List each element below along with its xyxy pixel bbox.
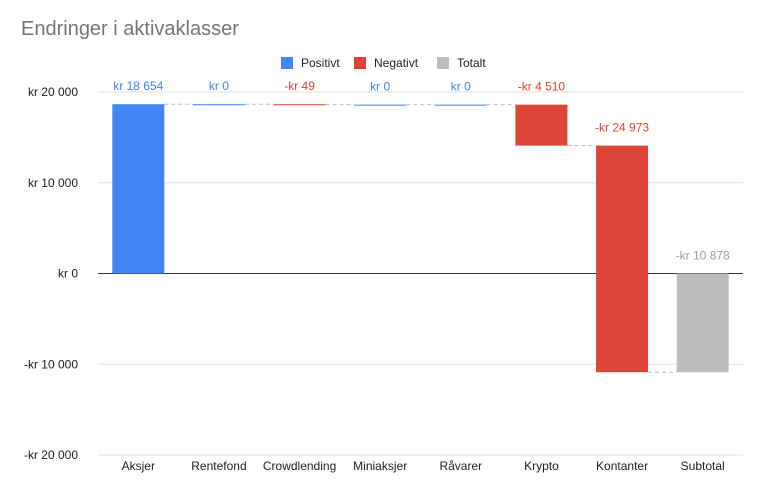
data-label: kr 0	[209, 79, 229, 93]
legend-swatch	[281, 57, 293, 69]
legend-label: Positivt	[301, 56, 340, 70]
data-label: -kr 4 510	[518, 80, 566, 94]
data-label: -kr 10 878	[676, 249, 730, 263]
x-tick-label: Kontanter	[596, 459, 648, 473]
x-tick-label: Subtotal	[681, 459, 725, 473]
y-tick-label: -kr 10 000	[24, 357, 78, 371]
bar-crowdlending	[273, 104, 326, 106]
bar-krypto	[515, 104, 568, 146]
data-label: kr 0	[370, 80, 390, 94]
x-tick-label: Miniaksjer	[353, 459, 407, 473]
y-tick-label: -kr 20 000	[24, 448, 78, 462]
bar-subtotal	[676, 273, 729, 373]
bar-aksjer	[112, 104, 165, 274]
bar-kontanter	[596, 145, 649, 373]
data-label: -kr 49	[284, 79, 315, 93]
x-tick-label: Rentefond	[191, 459, 246, 473]
legend-label: Totalt	[457, 56, 486, 70]
x-tick-label: Råvarer	[439, 459, 482, 473]
data-label: kr 0	[451, 80, 471, 94]
x-tick-label: Crowdlending	[263, 459, 336, 473]
legend-label: Negativt	[374, 56, 419, 70]
y-tick-label: kr 20 000	[28, 85, 78, 99]
x-tick-label: Aksjer	[122, 459, 155, 473]
y-tick-label: kr 0	[58, 267, 78, 281]
data-label: kr 18 654	[113, 79, 163, 93]
chart-title: Endringer i aktivaklasser	[21, 18, 239, 40]
bar-råvarer	[434, 104, 487, 106]
y-tick-label: kr 10 000	[28, 176, 78, 190]
data-label: -kr 24 973	[595, 121, 649, 135]
bar-miniaksjer	[354, 104, 407, 106]
x-tick-label: Krypto	[524, 459, 559, 473]
legend-swatch	[437, 57, 449, 69]
legend-swatch	[354, 57, 366, 69]
bar-rentefond	[192, 104, 245, 106]
